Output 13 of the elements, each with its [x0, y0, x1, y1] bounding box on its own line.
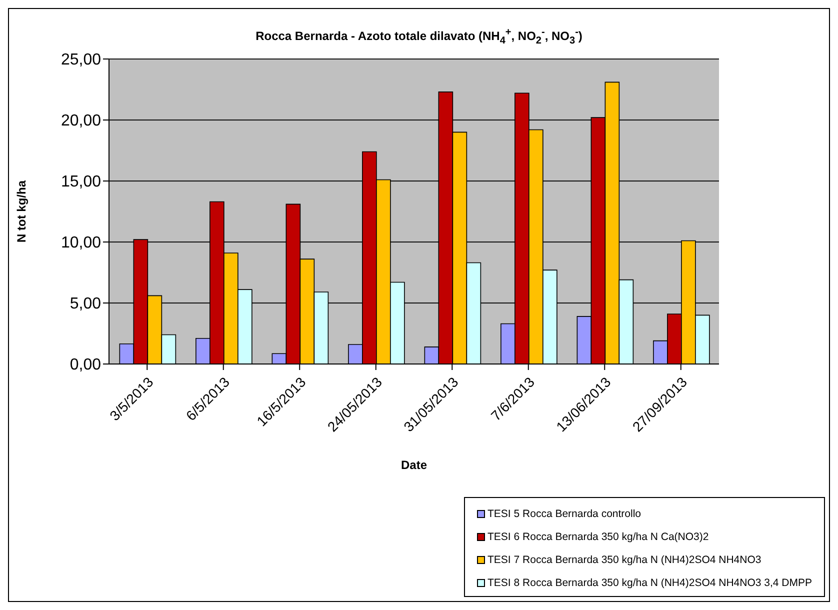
y-tick-label: 10,00: [60, 234, 102, 252]
legend-label: TESI 7 Rocca Bernarda 350 kg/ha N (NH4)2SO4 NH4NO3: [488, 554, 762, 566]
x-axis-title: Date: [400, 458, 428, 472]
legend-label: TESI 8 Rocca Bernarda 350 kg/ha N (NH4)2SO4 NH4NO3 3,4 DMPP: [488, 576, 812, 588]
chart-title: Rocca Bernarda - Azoto totale dilavato (NH$_{4}$$^{+}$, NO$_{2}$$^{-}$, NO$_{3}$$^{-}$): [256, 27, 582, 46]
legend-label: TESI 6 Rocca Bernarda 350 kg/ha N Ca(NO3)2: [488, 530, 709, 542]
y-tick-label: 20,00: [60, 112, 102, 130]
y-axis-title: N tot kg/ha: [14, 180, 28, 242]
legend-label: TESI 5 Rocca Bernarda controllo: [488, 508, 642, 520]
y-tick-label: 5,00: [70, 296, 102, 313]
y-tick-label: 0,00: [70, 356, 102, 374]
y-tick-label: 15,00: [60, 174, 102, 191]
y-tick-label: 25,00: [60, 52, 102, 69]
